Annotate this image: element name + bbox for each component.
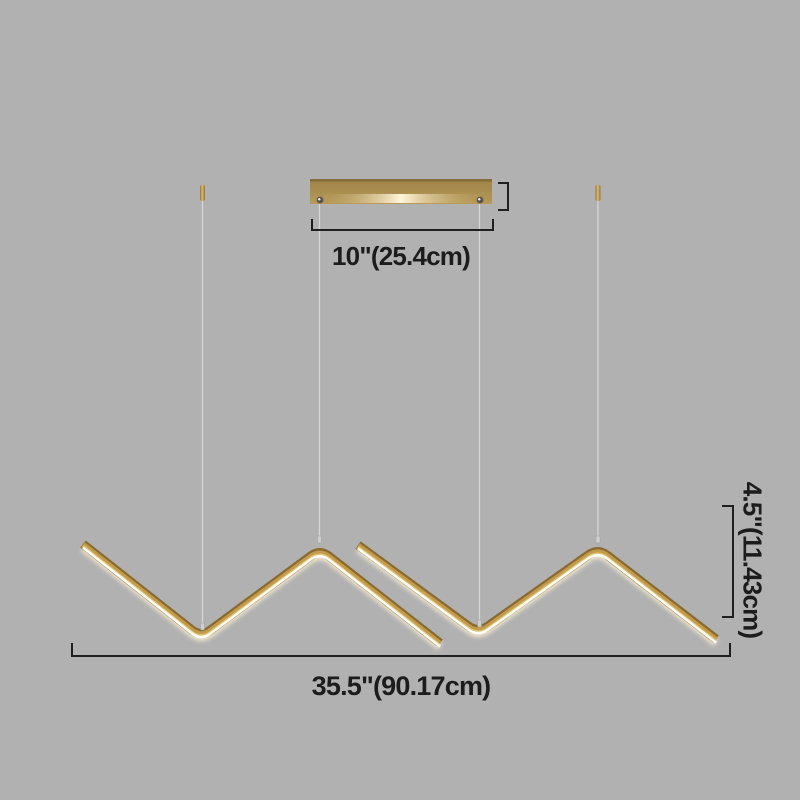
ceiling-pin-left: [200, 185, 205, 201]
fixture-width-label: 35.5"(90.17cm): [311, 671, 492, 701]
canopy-screw-left: [316, 196, 324, 204]
suspension-wires: [201, 201, 599, 630]
tube-left-led-strip: [82, 546, 441, 648]
canopy-width-dimension-line: [311, 219, 494, 231]
canopy-width-label: 10"(25.4cm): [332, 241, 471, 271]
ceiling-canopy-bar: [310, 179, 492, 204]
zigzag-tube-right: [355, 541, 719, 646]
wire-connector: [317, 535, 322, 544]
wire-connector: [200, 622, 205, 631]
tube-right-led-strip: [357, 547, 717, 644]
tube-right-sheen: [357, 546, 717, 642]
wire-connector: [477, 619, 482, 628]
dimension-annotations: [71, 182, 734, 657]
wire-connectors: [200, 535, 601, 631]
ceiling-pin-right: [595, 185, 601, 201]
canopy-light-reflection: [316, 194, 486, 203]
canopy-screw-right: [476, 196, 484, 204]
canopy-height-bracket: [498, 182, 509, 211]
ceiling-pins: [200, 185, 601, 201]
fixture-height-bracket: [722, 505, 734, 618]
wire-connector: [595, 535, 601, 544]
fixture-width-dimension-line: [71, 643, 731, 657]
zigzag-tube-left: [80, 540, 443, 650]
fixture-height-label: 4.5"(11.43cm): [737, 481, 768, 639]
canopy-top-edge: [310, 179, 492, 182]
